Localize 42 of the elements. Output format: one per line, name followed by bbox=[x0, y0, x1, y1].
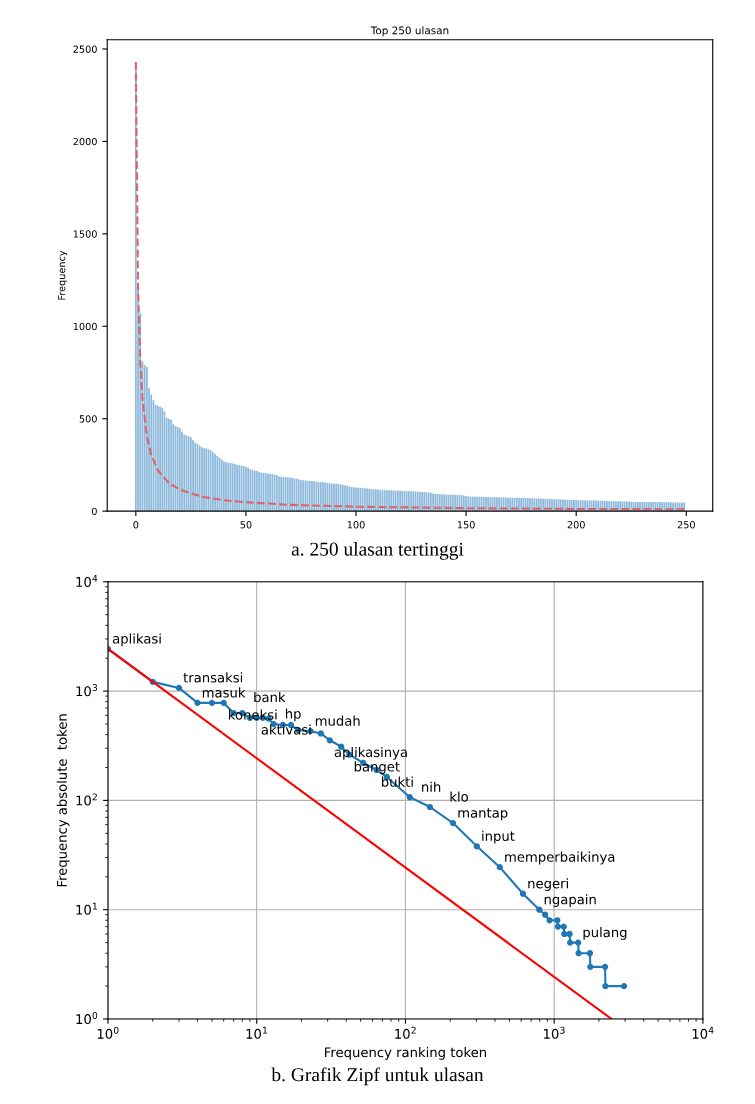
text: a. 250 ulasan tertinggi bbox=[291, 542, 464, 560]
x-tick-label: 10$^{4}$ bbox=[692, 1026, 714, 1039]
chart-title: Top 250 ulasan bbox=[370, 26, 449, 37]
x-tick-label: 50 bbox=[240, 521, 252, 529]
x-axis-title: Frequency ranking token bbox=[325, 1047, 486, 1060]
y-axis-title: Frequency absolute token bbox=[56, 714, 70, 887]
annotation: input bbox=[482, 830, 515, 844]
annotation: bank bbox=[254, 691, 286, 703]
annotation: ngapain bbox=[544, 894, 596, 907]
x-tick-label: 0 bbox=[133, 521, 139, 529]
x-tick-label: 10$^{2}$ bbox=[395, 1026, 416, 1039]
y-axis-title: Frequency bbox=[58, 250, 68, 300]
y-tick-label: 10$^{3}$ bbox=[76, 684, 98, 697]
annotation: mudah bbox=[315, 715, 360, 726]
y-tick-label: 10$^{0}$ bbox=[76, 1012, 98, 1025]
x-tick-label: 150 bbox=[457, 521, 475, 529]
annotation: nih bbox=[422, 781, 441, 792]
x-tick-label: 10$^{3}$ bbox=[544, 1026, 565, 1039]
x-tick-label: 10$^{0}$ bbox=[97, 1026, 119, 1039]
y-tick-label: 10$^{4}$ bbox=[76, 574, 98, 587]
annotation: memperbaikinya bbox=[505, 851, 615, 865]
x-tick-label: 250 bbox=[677, 521, 695, 529]
y-tick-label: 1500 bbox=[73, 230, 97, 238]
y-tick-label: 10$^{1}$ bbox=[76, 902, 97, 915]
y-tick-label: 500 bbox=[79, 415, 97, 423]
text: b. Grafik Zipf untuk ulasan bbox=[271, 1067, 484, 1086]
y-tick-label: 0 bbox=[91, 507, 97, 515]
annotation: masuk bbox=[202, 687, 246, 698]
annotation: mantap bbox=[458, 808, 508, 821]
y-tick-label: 10$^{2}$ bbox=[76, 793, 97, 806]
annotation: pulang bbox=[583, 927, 627, 940]
x-tick-label: 10$^{1}$ bbox=[246, 1026, 268, 1039]
annotation: negeri bbox=[528, 878, 568, 891]
y-tick-label: 2000 bbox=[73, 137, 97, 146]
y-tick-label: 1000 bbox=[73, 322, 97, 331]
x-tick-label: 100 bbox=[347, 521, 365, 529]
y-tick-label: 2500 bbox=[73, 45, 97, 53]
annotation: aplikasi bbox=[112, 633, 161, 647]
annotation: transaksi bbox=[183, 672, 243, 683]
annotation: klo bbox=[450, 791, 468, 802]
x-tick-label: 200 bbox=[567, 521, 585, 529]
annotation: hp bbox=[285, 708, 301, 722]
